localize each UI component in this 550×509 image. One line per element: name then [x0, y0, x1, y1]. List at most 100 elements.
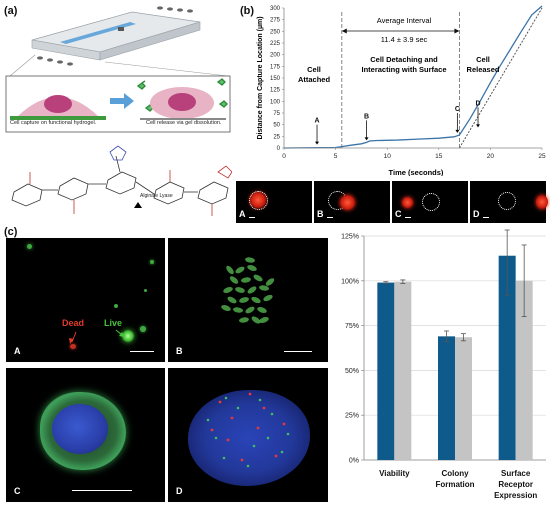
receptor-dot-red [218, 400, 222, 404]
phase-label-attached-1: Cell [307, 65, 321, 74]
receptor-dot-green [280, 450, 284, 454]
phase-label-attached-2: Attached [298, 75, 331, 84]
chart-c-ytick-label: 0% [349, 458, 359, 465]
released-cell-illustration [140, 87, 226, 120]
chart-b-xtick-label: 5 [334, 153, 338, 160]
receptor-dot-green [270, 412, 274, 416]
interval-arrowhead-right [454, 28, 460, 34]
category-label-2: Receptor [498, 480, 533, 489]
category-label-1: Colony [441, 469, 469, 478]
chart-b-ytick-label: 150 [270, 76, 281, 82]
chart-c-ytick-label: 125% [341, 234, 359, 241]
colony-cell [257, 307, 267, 313]
colony-cell [233, 307, 243, 313]
chart-b-ytick-label: 75 [273, 111, 280, 117]
receptor-dot-green [236, 406, 240, 410]
category-label-2: Expression [494, 491, 537, 500]
colony-cell [235, 287, 245, 293]
phase-label-detaching-1: Cell Detaching and [370, 55, 438, 64]
chart-b-xtick-label: 10 [384, 153, 392, 160]
bar-series0-1 [438, 336, 455, 460]
receptor-dot-red [248, 392, 252, 396]
image-live-dead: Dead Live A [6, 238, 165, 362]
marker-arrowhead-b [364, 137, 369, 141]
caption-release: Cell release via gel dissolution. [146, 120, 222, 126]
chart-b-xtick-label: 0 [282, 153, 286, 160]
colony-cell [229, 276, 239, 284]
category-label-0: Viability [379, 469, 410, 478]
receptor-dot-red [282, 422, 286, 426]
marker-label-a: A [314, 118, 319, 125]
chart-b-ylabel: Distance from Capture Location (µm) [257, 16, 264, 139]
lyase-label: Alginate Lyase [140, 193, 173, 199]
interval-arrowhead-left [341, 28, 347, 34]
chart-b-xtick-label: 25 [538, 153, 546, 160]
colony-cell [247, 286, 257, 294]
frame-d-label: D [473, 209, 480, 219]
interval-value: 11.4 ± 3.9 sec [381, 35, 428, 44]
bar-series1-2 [515, 280, 533, 460]
marker-arrowhead-a [315, 141, 320, 145]
marker-label-c: C [455, 106, 460, 113]
receptor-dot-red [210, 428, 214, 432]
colony-cell [239, 297, 249, 303]
bar-series0-2 [498, 255, 516, 460]
receptor-dot-green [224, 396, 228, 400]
image-single-cell: C [6, 368, 165, 502]
marker-label-d: D [475, 100, 480, 107]
receptor-dot-green [246, 464, 250, 468]
chart-b-ytick-label: 300 [270, 6, 281, 12]
percentage-bar-chart: 0% 25% 50% 75% 100% 125% Viability Colony Forma… [341, 229, 546, 500]
chart-b-ytick-label: 250 [270, 29, 281, 35]
panel-c-label: (c) [4, 226, 18, 238]
frame-b-label: B [317, 209, 324, 219]
colony-cell [223, 287, 233, 293]
chart-c-ytick-label: 50% [345, 368, 359, 375]
colony-cell [239, 317, 249, 323]
image-colony: B [168, 238, 328, 362]
colony-cell [251, 296, 261, 304]
phase-label-detaching-2: Interacting with Surface [361, 65, 446, 74]
colony-cell [245, 306, 255, 314]
frame-a: A [236, 181, 312, 223]
colony-cell [265, 278, 275, 286]
chart-b-ytick-label: 50 [273, 123, 280, 129]
receptor-dot-green [206, 418, 210, 422]
chart-b-ytick-label: 175 [270, 64, 281, 70]
category-label-2: Surface [501, 469, 531, 478]
chart-b-ytick-label: 25 [273, 134, 280, 140]
chart-b-ytick-label: 100 [270, 99, 281, 105]
arrow-icon [110, 93, 134, 109]
alginate-chemical-structure [11, 145, 232, 216]
chart-b-xlabel: Time (seconds) [389, 168, 444, 176]
chart-b-ytick-label: 125 [270, 88, 281, 94]
image-d-label: D [176, 486, 183, 496]
receptor-dot-red [262, 406, 266, 410]
category-label-1: Formation [435, 480, 474, 489]
frame-c-label: C [395, 209, 402, 219]
image-c-label: C [14, 486, 21, 496]
receptor-dot-red [226, 438, 230, 442]
receptor-dot-green [252, 444, 256, 448]
inlet-ports [37, 6, 193, 66]
microfluidic-chip [31, 11, 201, 61]
marker-arrowhead-c [455, 129, 460, 133]
receptor-dot-green [286, 432, 290, 436]
receptor-dot-red [256, 426, 260, 430]
bar-series0-0 [377, 282, 395, 460]
receptor-dot-red [274, 454, 278, 458]
frame-b: B [314, 181, 390, 223]
phase-label-released-1: Cell [476, 55, 490, 64]
colony-cell [253, 274, 263, 282]
chart-c-ytick-label: 75% [345, 323, 359, 330]
colony-cells [221, 257, 275, 324]
chart-b-ytick-label: 225 [270, 41, 281, 47]
panel-a-label: (a) [4, 5, 18, 17]
frame-d: D [470, 181, 548, 223]
chart-c-ytick-label: 100% [341, 278, 359, 285]
chart-b-ytick-label: 275 [270, 18, 281, 24]
image-b-label: B [176, 346, 183, 356]
chart-b-xtick-label: 15 [435, 153, 443, 160]
marker-label-b: B [364, 113, 369, 120]
colony-cell [227, 296, 237, 304]
